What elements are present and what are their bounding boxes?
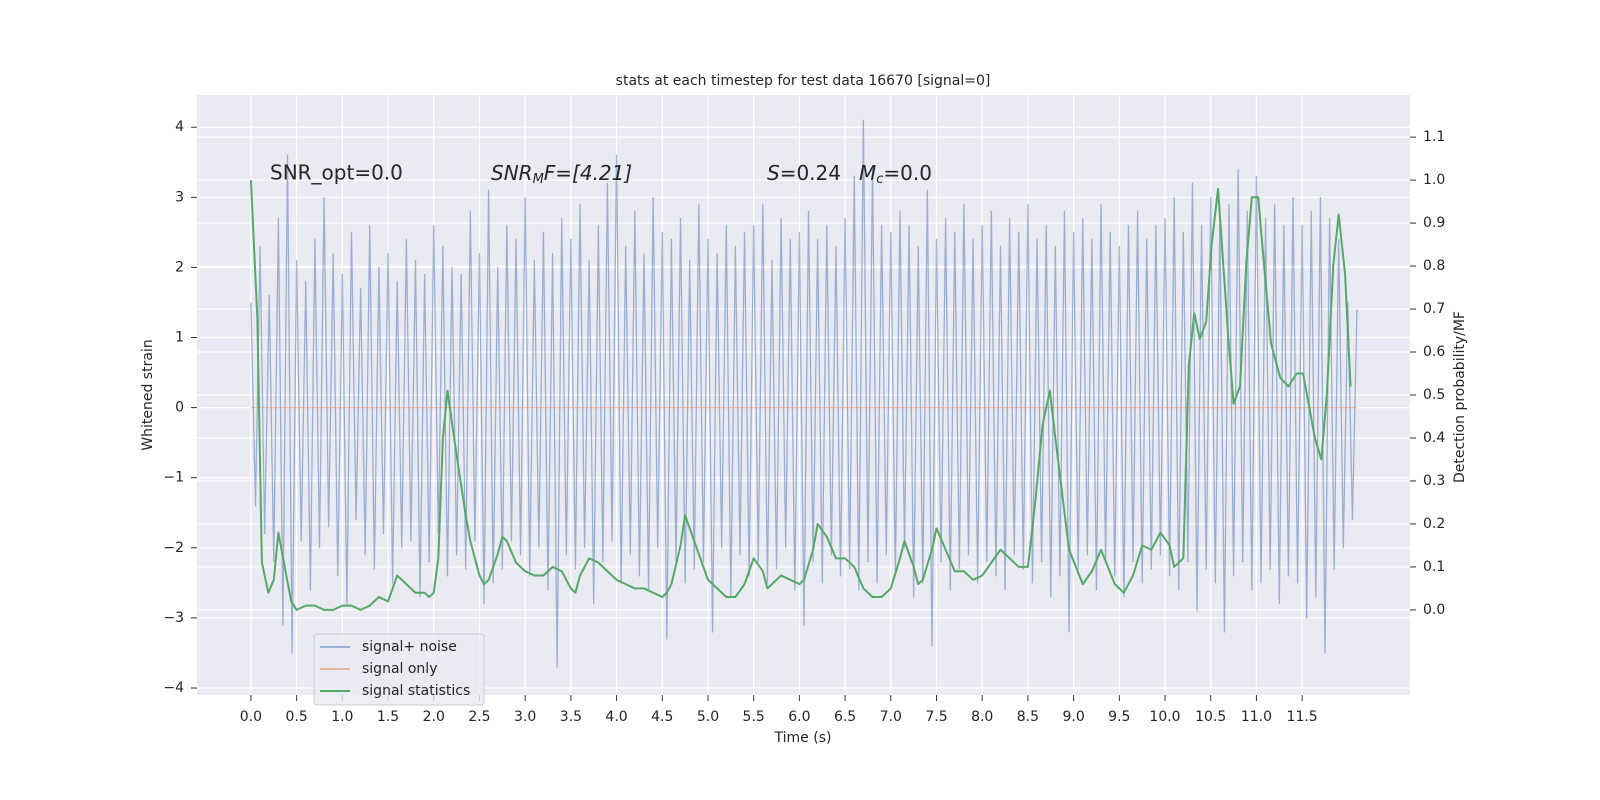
annotation-part: =0.24	[780, 161, 841, 185]
x-tick-label: 6.0	[788, 709, 810, 725]
x-tick-label: 4.5	[651, 709, 673, 725]
marks	[249, 119, 1358, 668]
y2-tick-label: 0.2	[1423, 516, 1445, 532]
y-tick-label: 1	[175, 330, 184, 346]
y2-tick-label: 0.3	[1423, 473, 1445, 489]
y-tick-label: 2	[175, 259, 184, 275]
annotation-part: c	[876, 172, 883, 187]
y2-tick-label: 0.6	[1423, 344, 1445, 360]
x-tick-label: 5.0	[697, 709, 719, 725]
y2-tick-label: 0.5	[1423, 387, 1445, 403]
annotation-part: M	[533, 172, 544, 187]
y-tick-label: −4	[163, 680, 184, 696]
y2-tick-label: 1.1	[1423, 129, 1445, 145]
series-line	[249, 180, 1352, 611]
series-line	[250, 119, 1358, 668]
y2-tick-label: 0.9	[1423, 215, 1445, 231]
y-tick-label: −2	[163, 540, 184, 556]
x-tick-label: 8.0	[971, 709, 993, 725]
x-tick-label: 11.0	[1241, 709, 1272, 725]
x-tick-label: 0.0	[240, 709, 262, 725]
y-tick-label: 3	[175, 189, 184, 205]
x-tick-label: 0.5	[286, 709, 308, 725]
annotation: SNRMF=[4.21]	[491, 161, 632, 187]
y2-tick-label: 0.0	[1423, 602, 1445, 618]
x-tick-label: 2.0	[423, 709, 445, 725]
y2-axis-label: Detection probability/MF	[1452, 311, 1468, 483]
y-tick-label: 4	[175, 119, 184, 135]
grid	[191, 95, 1416, 701]
x-tick-label: 11.5	[1287, 709, 1318, 725]
annotation-part: F=[4.21]	[544, 161, 632, 185]
legend: signal+ noise signal only signal statistic…	[313, 633, 485, 706]
annotation-part: S	[767, 161, 780, 185]
x-tick-label: 7.5	[925, 709, 947, 725]
annotation-part: =0.0	[883, 161, 932, 185]
y-tick-label: −3	[163, 610, 184, 626]
annotation-part: M	[859, 161, 876, 185]
chart-title: stats at each timestep for test data 166…	[616, 73, 991, 89]
legend-label: signal statistics	[362, 683, 470, 699]
x-tick-label: 3.0	[514, 709, 536, 725]
legend-label: signal+ noise	[362, 639, 457, 655]
x-tick-label: 9.0	[1062, 709, 1084, 725]
x-tick-label: 1.5	[377, 709, 399, 725]
x-tick-label: 10.0	[1149, 709, 1180, 725]
x-tick-label: 10.5	[1195, 709, 1226, 725]
x-tick-label: 1.0	[331, 709, 353, 725]
x-tick-label: 4.0	[605, 709, 627, 725]
x-tick-label: 9.5	[1108, 709, 1130, 725]
x-tick-label: 3.5	[560, 709, 582, 725]
y-tick-label: −1	[163, 470, 184, 486]
annotation: S=0.24 Mc=0.0	[767, 161, 932, 187]
legend-box	[313, 633, 485, 706]
x-tick-label: 5.5	[743, 709, 765, 725]
x-tick-label: 8.5	[1017, 709, 1039, 725]
x-tick-label: 2.5	[468, 709, 490, 725]
y2-tick-label: 0.4	[1423, 430, 1445, 446]
y-axis-label: Whitened strain	[140, 339, 156, 450]
annotation: SNR_opt=0.0	[270, 161, 403, 185]
x-tick-label: 6.5	[834, 709, 856, 725]
x-tick-label: 7.0	[880, 709, 902, 725]
y-tick-label: 0	[175, 400, 184, 416]
annotation-part: SNR	[491, 161, 533, 185]
x-axis-label: Time (s)	[774, 730, 832, 746]
y2-tick-label: 0.8	[1423, 258, 1445, 274]
legend-label: signal only	[362, 661, 437, 677]
y2-tick-label: 0.1	[1423, 559, 1445, 575]
y2-tick-label: 0.7	[1423, 301, 1445, 317]
y2-tick-label: 1.0	[1423, 172, 1445, 188]
